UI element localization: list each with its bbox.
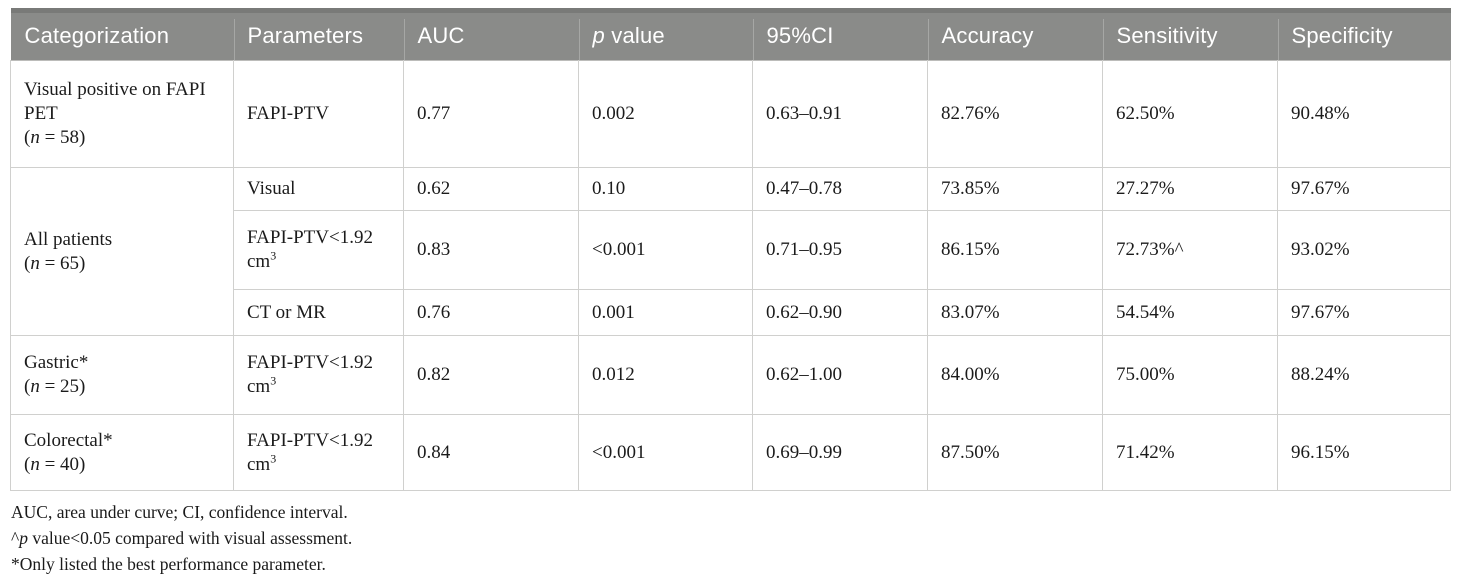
auc-cell: 0.77 bbox=[403, 60, 579, 168]
auc-cell: 0.76 bbox=[403, 289, 579, 336]
auc-cell: 0.62 bbox=[403, 167, 579, 211]
p-value-cell: 0.10 bbox=[578, 167, 753, 211]
auc-cell: 0.83 bbox=[403, 210, 579, 290]
sample-size-label: (n = 58) bbox=[24, 127, 86, 148]
superscript: 3 bbox=[270, 373, 277, 388]
accuracy-cell: 86.15% bbox=[927, 210, 1103, 290]
category-cell: Visual positive on FAPI PET (n = 58) bbox=[10, 60, 234, 168]
category-cell: Gastric* (n = 25) bbox=[10, 335, 234, 415]
column-header-specificity: Specificity bbox=[1277, 8, 1451, 63]
specificity-cell: 90.48% bbox=[1277, 60, 1451, 168]
p-value-cell: 0.002 bbox=[578, 60, 753, 168]
specificity-cell: 96.15% bbox=[1277, 414, 1451, 491]
sensitivity-cell: 71.42% bbox=[1102, 414, 1278, 491]
table-row: CT or MR 0.76 0.001 0.62–0.90 83.07% 54.54% 97… bbox=[11, 289, 1451, 336]
diagnostic-performance-table: Categorization Parameters AUC p value 95%CI A… bbox=[10, 8, 1451, 491]
table-row: Colorectal* (n = 40) FAPI-PTV<1.92 cm3 0.84… bbox=[10, 414, 1451, 491]
sensitivity-cell: 72.73%^ bbox=[1102, 210, 1278, 290]
table-row: All patients (n = 65) Visual 0.62 0.10 0.47–0… bbox=[10, 167, 1451, 336]
accuracy-cell: 83.07% bbox=[927, 289, 1103, 336]
specificity-cell: 97.67% bbox=[1277, 167, 1451, 211]
ci-95-cell: 0.62–0.90 bbox=[752, 289, 928, 336]
sample-size-label: (n = 25) bbox=[24, 376, 86, 397]
category-label: Visual positive on FAPI PET bbox=[24, 79, 206, 124]
parameter-cell: FAPI-PTV<1.92 cm3 bbox=[233, 414, 404, 491]
column-header-categorization: Categorization bbox=[10, 8, 234, 61]
table-header: Categorization Parameters AUC p value 95%CI A… bbox=[10, 8, 1451, 63]
column-header-auc: AUC bbox=[403, 8, 579, 63]
accuracy-cell: 82.76% bbox=[927, 60, 1103, 168]
parameter-cell: CT or MR bbox=[233, 289, 404, 336]
table-row: Gastric* (n = 25) FAPI-PTV<1.92 cm3 0.82 0.0… bbox=[10, 335, 1451, 415]
table-body: Visual positive on FAPI PET (n = 58) FAPI-… bbox=[10, 60, 1451, 491]
ci-95-cell: 0.71–0.95 bbox=[752, 210, 928, 290]
accuracy-cell: 87.50% bbox=[927, 414, 1103, 491]
p-value-cell: <0.001 bbox=[578, 210, 753, 290]
specificity-cell: 88.24% bbox=[1277, 335, 1451, 415]
table-header-row: Categorization Parameters AUC p value 95%CI A… bbox=[10, 8, 1451, 63]
specificity-cell: 97.67% bbox=[1277, 289, 1451, 336]
category-label: Gastric* bbox=[24, 352, 89, 373]
column-header-sensitivity: Sensitivity bbox=[1102, 8, 1278, 63]
ci-95-cell: 0.47–0.78 bbox=[752, 167, 928, 211]
ci-95-cell: 0.63–0.91 bbox=[752, 60, 928, 168]
column-header-accuracy: Accuracy bbox=[927, 8, 1103, 63]
accuracy-cell: 73.85% bbox=[927, 167, 1103, 211]
category-cell: Colorectal* (n = 40) bbox=[10, 414, 234, 491]
sample-size-label: (n = 65) bbox=[24, 252, 86, 274]
table-footnotes: AUC, area under curve; CI, confidence in… bbox=[10, 499, 1450, 577]
sensitivity-cell: 27.27% bbox=[1102, 167, 1278, 211]
table-row: Visual positive on FAPI PET (n = 58) FAPI-… bbox=[10, 60, 1451, 168]
sensitivity-cell: 62.50% bbox=[1102, 60, 1278, 168]
footnote-line: AUC, area under curve; CI, confidence in… bbox=[11, 502, 348, 522]
category-cell: All patients (n = 65) bbox=[10, 167, 234, 336]
table-row: FAPI-PTV<1.92 cm3 0.83 <0.001 0.71–0.95 86.1… bbox=[11, 210, 1451, 290]
accuracy-cell: 84.00% bbox=[927, 335, 1103, 415]
parameter-cell: FAPI-PTV<1.92 cm3 bbox=[233, 335, 404, 415]
parameter-cell: FAPI-PTV<1.92 cm3 bbox=[233, 210, 404, 290]
sample-size-label: (n = 40) bbox=[24, 453, 86, 475]
ci-95-cell: 0.62–1.00 bbox=[752, 335, 928, 415]
auc-cell: 0.82 bbox=[403, 335, 579, 415]
sensitivity-cell: 75.00% bbox=[1102, 335, 1278, 415]
p-value-cell: 0.001 bbox=[578, 289, 753, 336]
column-header-parameters: Parameters bbox=[233, 8, 404, 63]
category-label: Colorectal* bbox=[24, 429, 113, 451]
ci-95-cell: 0.69–0.99 bbox=[752, 414, 928, 491]
parameter-cell: Visual bbox=[233, 167, 404, 211]
column-header-p-value: p value bbox=[578, 8, 753, 63]
footnote-line: ^p value<0.05 compared with visual asses… bbox=[11, 528, 353, 548]
auc-cell: 0.84 bbox=[403, 414, 579, 491]
superscript: 3 bbox=[270, 451, 277, 466]
category-label: All patients bbox=[24, 228, 113, 250]
p-value-cell: <0.001 bbox=[578, 414, 753, 491]
column-header-95ci: 95%CI bbox=[752, 8, 928, 63]
specificity-cell: 93.02% bbox=[1277, 210, 1451, 290]
p-value-cell: 0.012 bbox=[578, 335, 753, 415]
parameter-cell: FAPI-PTV bbox=[233, 60, 404, 168]
superscript: 3 bbox=[270, 248, 277, 263]
footnote-line: *Only listed the best performance parame… bbox=[11, 554, 326, 574]
sensitivity-cell: 54.54% bbox=[1102, 289, 1278, 336]
